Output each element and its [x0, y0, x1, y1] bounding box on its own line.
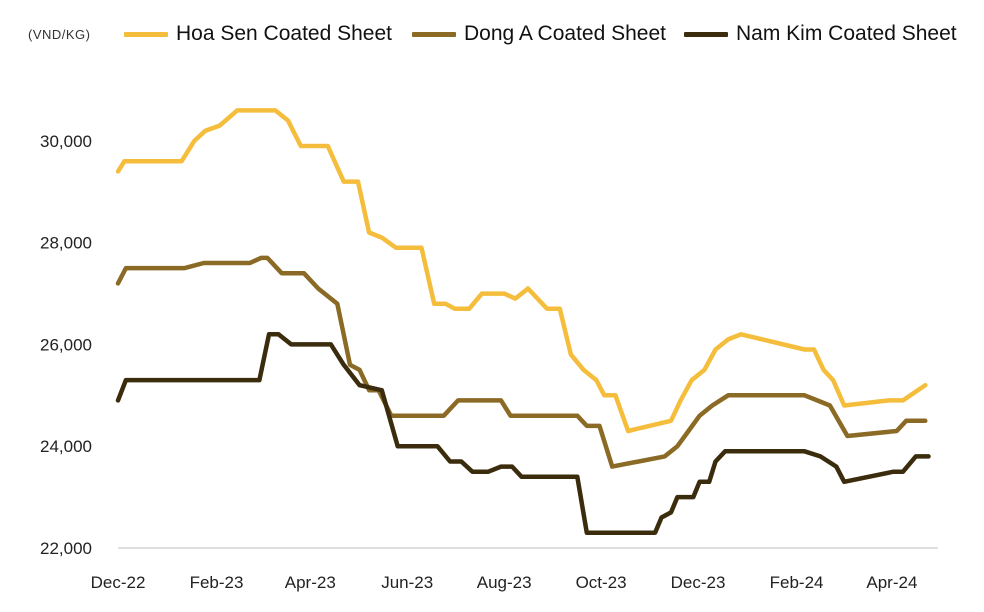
legend-label-nam-kim: Nam Kim Coated Sheet — [736, 22, 957, 45]
series-line-dong-a-coated-sheet — [115, 255, 928, 469]
legend-item-hoa-sen: Hoa Sen Coated Sheet — [124, 22, 392, 46]
legend-swatch-hoa-sen — [124, 31, 168, 37]
y-tick-label: 24,000 — [40, 437, 92, 456]
x-tick-label: Aug-23 — [477, 573, 532, 592]
x-axis: Dec-22 Feb-23 Apr-23 Jun-23 Aug-23 Oct-23 Dec-… — [91, 547, 938, 592]
legend-item-nam-kim: Nam Kim Coated Sheet — [684, 22, 957, 46]
legend-item-dong-a: Dong A Coated Sheet — [412, 22, 666, 46]
y-tick-label: 26,000 — [40, 335, 92, 354]
x-tick-label: Oct-23 — [576, 573, 627, 592]
y-tick-label: 28,000 — [40, 234, 92, 253]
x-tick-label: Dec-22 — [91, 573, 146, 592]
x-tick-label: Jun-23 — [381, 573, 433, 592]
legend-swatch-dong-a — [412, 31, 456, 37]
legend-label-dong-a: Dong A Coated Sheet — [464, 22, 666, 45]
legend-swatch-nam-kim — [684, 31, 728, 37]
x-tick-label: Feb-23 — [190, 573, 244, 592]
legend: (VND/KG) Hoa Sen Coated Sheet Dong A Coa… — [0, 0, 984, 70]
legend-label-hoa-sen: Hoa Sen Coated Sheet — [176, 22, 392, 45]
y-tick-label: 22,000 — [40, 539, 92, 558]
x-tick-label: Apr-23 — [285, 573, 336, 592]
x-tick-label: Dec-23 — [671, 573, 726, 592]
series-layer — [115, 108, 931, 535]
x-tick-label: Apr-24 — [866, 573, 917, 592]
series-line-hoa-sen-coated-sheet — [115, 108, 928, 434]
unit-label: (VND/KG) — [28, 27, 91, 42]
x-tick-label: Feb-24 — [770, 573, 824, 592]
y-tick-label: 30,000 — [40, 132, 92, 151]
series-line-nam-kim-coated-sheet — [115, 332, 931, 535]
y-axis: 22,000 24,000 26,000 28,000 30,000 — [40, 132, 92, 558]
